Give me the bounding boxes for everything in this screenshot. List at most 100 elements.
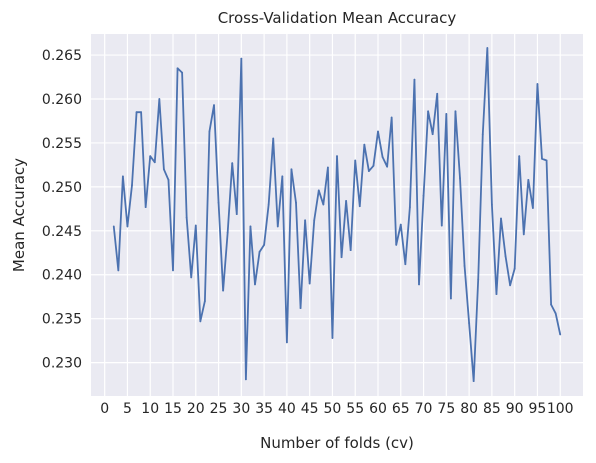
data-point	[203, 300, 206, 303]
x-tick-label: 10	[141, 401, 159, 417]
data-point	[354, 159, 357, 162]
data-point	[272, 137, 275, 140]
x-tick-label: 90	[506, 401, 524, 417]
data-point	[390, 116, 393, 119]
data-point	[290, 168, 293, 171]
data-point	[550, 303, 553, 306]
data-point	[285, 341, 288, 344]
data-point	[363, 143, 366, 146]
x-tick-label: 65	[392, 401, 410, 417]
data-point	[418, 283, 420, 286]
x-tick-label: 50	[324, 401, 342, 417]
data-point	[536, 83, 539, 85]
y-tick-labels: 0.230 0.235 0.240 0.245 0.250 0.255 0.260 0.265	[42, 48, 82, 372]
data-point	[518, 155, 521, 158]
y-tick-label: 0.230	[42, 356, 82, 372]
y-axis-label: Mean Accuracy	[10, 158, 28, 272]
y-tick-label: 0.260	[42, 92, 82, 108]
data-point	[217, 201, 220, 204]
data-point	[176, 67, 179, 70]
y-tick-label: 0.255	[42, 136, 82, 152]
data-point	[299, 307, 302, 310]
data-point	[153, 161, 156, 164]
data-point	[531, 207, 534, 209]
data-point	[454, 110, 457, 113]
data-point	[377, 130, 379, 133]
data-point	[167, 178, 170, 181]
data-point	[513, 267, 516, 270]
data-point	[504, 255, 507, 258]
data-point	[372, 164, 375, 167]
data-point	[399, 223, 402, 226]
data-point	[258, 251, 261, 253]
x-tick-label: 60	[369, 401, 387, 417]
data-point	[213, 104, 215, 107]
data-point	[317, 189, 320, 192]
x-axis-label: Number of folds (cv)	[260, 434, 414, 452]
data-point	[559, 333, 562, 336]
data-point	[486, 47, 489, 49]
data-point	[477, 278, 480, 281]
data-point	[495, 293, 498, 295]
data-point	[185, 216, 188, 219]
x-tick-label: 85	[483, 401, 501, 417]
data-point	[322, 203, 325, 206]
data-point	[249, 225, 252, 228]
data-point	[254, 283, 256, 286]
data-point	[545, 159, 548, 162]
data-point	[158, 98, 161, 100]
data-point	[522, 233, 525, 236]
data-point	[149, 155, 152, 158]
x-tick-label: 15	[164, 401, 182, 417]
data-point	[395, 243, 398, 246]
data-point	[131, 184, 133, 187]
data-point	[340, 256, 343, 259]
data-point	[413, 78, 416, 81]
data-point	[490, 203, 493, 206]
data-point	[445, 113, 448, 115]
x-tick-label: 25	[210, 401, 228, 417]
x-tick-label: 5	[123, 401, 132, 417]
data-point	[326, 166, 329, 169]
data-point	[231, 162, 234, 165]
data-point	[126, 225, 129, 228]
data-point	[367, 170, 370, 172]
y-tick-label: 0.265	[42, 48, 82, 64]
x-tick-label: 30	[232, 401, 250, 417]
data-point	[541, 157, 543, 160]
data-point	[281, 175, 284, 178]
data-point	[481, 133, 484, 136]
x-tick-label: 35	[255, 401, 273, 417]
data-point	[117, 269, 120, 272]
x-tick-label: 55	[346, 401, 364, 417]
x-tick-label: 0	[100, 401, 109, 417]
x-tick-label: 100	[547, 401, 574, 417]
data-point	[440, 224, 443, 227]
data-point	[263, 243, 266, 246]
chart-title: Cross-Validation Mean Accuracy	[218, 9, 457, 27]
data-point	[345, 200, 348, 202]
plot-area	[91, 34, 583, 396]
data-point	[463, 265, 466, 267]
x-tick-label: 70	[415, 401, 433, 417]
data-point	[162, 168, 165, 171]
data-point	[554, 312, 557, 315]
data-point	[404, 263, 407, 266]
data-point	[500, 217, 502, 220]
data-point	[358, 205, 361, 208]
data-point	[381, 156, 384, 158]
data-point	[468, 322, 471, 324]
data-point	[240, 57, 243, 60]
data-point	[472, 380, 475, 382]
data-point	[140, 111, 143, 114]
data-point	[144, 206, 147, 208]
data-point	[459, 177, 461, 179]
x-tick-label: 95	[529, 401, 547, 417]
data-point	[304, 219, 307, 222]
y-tick-label: 0.245	[42, 224, 82, 240]
data-point	[208, 130, 211, 133]
data-point	[112, 225, 115, 228]
data-point	[181, 71, 184, 74]
data-point	[226, 231, 229, 234]
